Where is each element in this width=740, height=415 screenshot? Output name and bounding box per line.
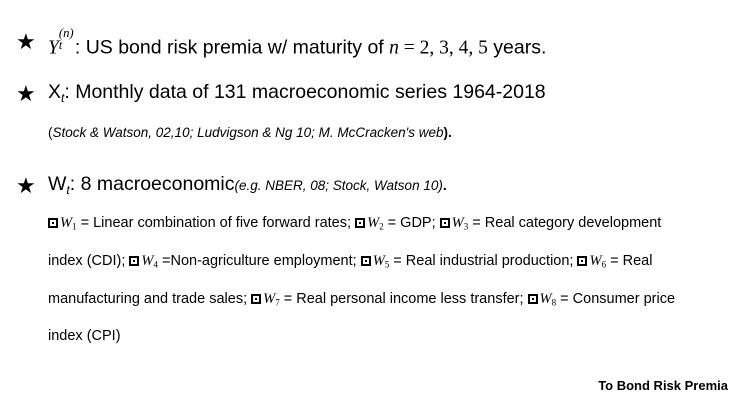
w7-desc: = Real personal income less transfer;	[279, 291, 528, 307]
math-n: n	[389, 37, 399, 59]
bullet-x-citation: (Stock & Watson, 02,10; Ludvigson & Ng 1…	[48, 125, 452, 140]
w8-desc-a: = Consumer price	[556, 291, 676, 307]
w3-desc-a: = Real category development	[468, 215, 662, 231]
w-sub: 3	[463, 221, 469, 232]
math-eq: = 2, 3, 4, 5	[398, 37, 488, 59]
bullet-w-text: Wt: 8 macroeconomic(e.g. NBER, 08; Stock…	[48, 173, 447, 198]
w-sub: 5	[384, 259, 390, 270]
w-items-line-2: index (CDI); W4 =Non-agriculture employm…	[48, 254, 652, 270]
w-sub: 4	[153, 259, 158, 270]
w-items-line-3: manufacturing and trade sales; W7 = Real…	[48, 292, 675, 308]
w-sub: 7	[275, 297, 280, 308]
w-var: W	[367, 215, 380, 231]
bullet-y-text: Y (n) t: US bond risk premia w/ maturity o…	[48, 27, 547, 59]
w-sub: 6	[601, 259, 607, 270]
bullet-y-desc: : US bond risk premia w/ maturity of	[74, 36, 390, 59]
y-subscript: t	[58, 38, 63, 53]
square-bullet-icon	[527, 294, 538, 304]
bullet-w-tail: .	[442, 177, 447, 193]
w6-desc-b: manufacturing and trade sales;	[48, 291, 252, 307]
w8-desc-b: index (CPI)	[48, 328, 121, 344]
w-sub: 8	[551, 297, 557, 308]
w-sub: 2	[379, 221, 384, 232]
w-var: W	[60, 215, 73, 231]
bullet-x-text: Xt: Monthly data of 131 macroeconomic se…	[48, 81, 546, 106]
w-items-line-1: W1 = Linear combination of five forward …	[48, 216, 661, 232]
w-sub: 1	[72, 221, 77, 232]
footer-link[interactable]: To Bond Risk Premia	[598, 378, 728, 393]
w5-desc: = Real industrial production;	[389, 253, 578, 269]
w-var: W	[372, 253, 385, 269]
bullet-w-citation: (e.g. NBER, 08; Stock, Watson 10)	[234, 178, 443, 193]
w-var: W	[539, 291, 552, 307]
w2-desc: = GDP;	[383, 215, 440, 231]
y-sub-sup: (n) t	[58, 27, 75, 54]
symbol-w: W	[48, 173, 67, 195]
square-bullet-icon	[48, 218, 58, 228]
w-var: W	[451, 215, 464, 231]
square-bullet-icon	[355, 218, 366, 228]
citation-text: Stock & Watson, 02,10; Ludvigson & Ng 10…	[52, 125, 444, 140]
citation-close: ).	[443, 125, 452, 140]
square-bullet-icon	[251, 294, 262, 304]
y-superscript: (n)	[58, 26, 74, 41]
square-bullet-icon	[129, 256, 140, 266]
square-bullet-icon	[360, 256, 371, 266]
bullet-y-tail: years.	[487, 36, 547, 59]
w-items-line-4: index (CPI)	[48, 329, 121, 344]
w6-desc-a: = Real	[606, 253, 653, 269]
star-icon: ★	[16, 174, 36, 199]
star-icon: ★	[16, 82, 36, 107]
citation-open: (	[48, 125, 53, 140]
w-var: W	[589, 253, 602, 269]
bullet-x-desc: : Monthly data of 131 macroeconomic seri…	[64, 81, 546, 103]
w-subscript: t	[66, 183, 70, 198]
x-subscript: t	[61, 91, 65, 106]
w3-desc-b: index (CDI);	[48, 253, 130, 269]
symbol-x: X	[48, 81, 62, 103]
star-icon: ★	[16, 30, 36, 55]
square-bullet-icon	[577, 256, 588, 266]
bullet-w-desc: : 8 macroeconomic	[69, 173, 235, 195]
w-var: W	[141, 253, 154, 269]
square-bullet-icon	[439, 218, 450, 228]
w4-desc: =Non-agriculture employment;	[157, 253, 361, 269]
w-var: W	[263, 291, 276, 307]
symbol-y: Y	[48, 37, 59, 59]
w1-desc: = Linear combination of five forward rat…	[76, 215, 356, 231]
